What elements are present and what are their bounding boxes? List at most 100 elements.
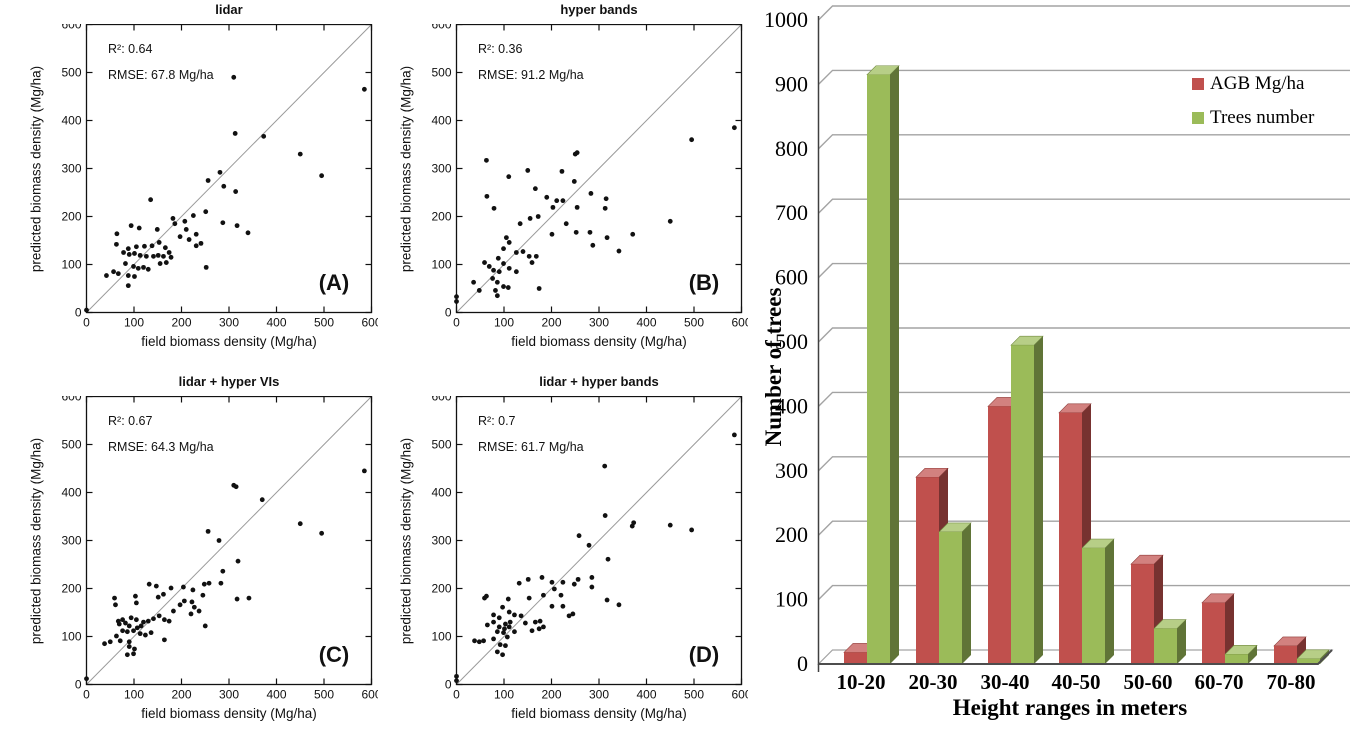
- svg-text:500: 500: [314, 688, 334, 702]
- legend-marker-trees: [1192, 112, 1204, 124]
- svg-text:400: 400: [636, 688, 656, 702]
- svg-text:0: 0: [453, 316, 460, 330]
- svg-text:200: 200: [431, 582, 451, 596]
- rmse-annotation: RMSE: 64.3 Mg/ha: [108, 440, 214, 454]
- svg-text:300: 300: [589, 688, 609, 702]
- svg-text:0: 0: [445, 306, 452, 320]
- svg-text:600: 600: [775, 265, 808, 290]
- svg-text:600: 600: [61, 24, 81, 32]
- svg-text:600: 600: [431, 24, 451, 32]
- rmse-annotation: RMSE: 61.7 Mg/ha: [478, 440, 584, 454]
- subplot-title: lidar + hyper VIs: [178, 374, 280, 389]
- svg-text:300: 300: [431, 534, 451, 548]
- svg-text:100: 100: [494, 688, 514, 702]
- svg-text:500: 500: [314, 316, 334, 330]
- subplot-title: lidar: [215, 2, 243, 17]
- svg-text:30-40: 30-40: [981, 670, 1030, 694]
- svg-text:200: 200: [171, 688, 191, 702]
- svg-text:500: 500: [775, 329, 808, 354]
- svg-text:10-20: 10-20: [837, 670, 886, 694]
- y-axis-label: predicted biomass density (Mg/ha): [28, 437, 44, 645]
- scatter-plot-area: 0 100 200 300 400 500 600 0 100 200 300 400 500 600: [431, 24, 748, 330]
- svg-text:200: 200: [541, 688, 561, 702]
- svg-text:600: 600: [431, 396, 451, 404]
- r2-annotation: R²: 0.64: [108, 42, 153, 56]
- legend-item-agb: AGB Mg/ha: [1192, 72, 1314, 96]
- y-axis-label: predicted biomass density (Mg/ha): [398, 65, 414, 273]
- svg-text:800: 800: [775, 136, 808, 161]
- x-axis-label: field biomass density (Mg/ha): [511, 706, 687, 721]
- svg-text:100: 100: [494, 316, 514, 330]
- svg-text:400: 400: [431, 486, 451, 500]
- svg-text:100: 100: [61, 630, 81, 644]
- scatter-plot-area: 0 100 200 300 400 500 600 0 100 200 300 400 500 600: [61, 396, 378, 702]
- svg-text:300: 300: [431, 162, 451, 176]
- svg-text:600: 600: [731, 688, 748, 702]
- rmse-annotation: RMSE: 91.2 Mg/ha: [478, 68, 584, 82]
- y-axis-label: predicted biomass density (Mg/ha): [398, 437, 414, 645]
- svg-text:100: 100: [775, 587, 808, 612]
- svg-text:1000: 1000: [764, 7, 808, 32]
- stats-annotation: R²: 0.64 RMSE: 67.8 Mg/ha: [108, 36, 214, 88]
- svg-text:0: 0: [83, 316, 90, 330]
- scatter-panel-b: hyper bands predicted biomass density (M…: [370, 0, 750, 366]
- panel-letter: (D): [688, 642, 720, 667]
- svg-text:400: 400: [61, 114, 81, 128]
- svg-text:500: 500: [431, 438, 451, 452]
- svg-text:900: 900: [775, 71, 808, 96]
- svg-text:300: 300: [219, 316, 239, 330]
- svg-text:200: 200: [541, 316, 561, 330]
- panel-letter: (B): [688, 270, 720, 295]
- r2-annotation: R²: 0.7: [478, 414, 516, 428]
- r2-annotation: R²: 0.67: [108, 414, 153, 428]
- svg-text:300: 300: [61, 534, 81, 548]
- stats-annotation: R²: 0.67 RMSE: 64.3 Mg/ha: [108, 408, 214, 460]
- svg-text:0: 0: [75, 306, 82, 320]
- svg-text:70-80: 70-80: [1267, 670, 1316, 694]
- svg-text:200: 200: [171, 316, 191, 330]
- svg-text:500: 500: [684, 688, 704, 702]
- svg-text:300: 300: [775, 458, 808, 483]
- svg-text:400: 400: [431, 114, 451, 128]
- svg-text:500: 500: [431, 66, 451, 80]
- svg-text:100: 100: [431, 258, 451, 272]
- svg-text:60-70: 60-70: [1195, 670, 1244, 694]
- rmse-annotation: RMSE: 67.8 Mg/ha: [108, 68, 214, 82]
- svg-text:100: 100: [61, 258, 81, 272]
- svg-text:600: 600: [361, 316, 378, 330]
- panel-letter: (C): [318, 642, 350, 667]
- bar-x-axis-label: Height ranges in meters: [952, 695, 1188, 720]
- subplot-title: lidar + hyper bands: [539, 374, 659, 389]
- bar-chart-area: 0 100 200 300 400 500 600 700 800 900 1000 10-20 20-…: [764, 5, 1350, 694]
- r2-annotation: R²: 0.36: [478, 42, 523, 56]
- svg-text:100: 100: [431, 630, 451, 644]
- svg-text:700: 700: [775, 200, 808, 225]
- scatter-panel-d: lidar + hyper bands predicted biomass de…: [370, 372, 750, 732]
- svg-text:0: 0: [75, 678, 82, 692]
- svg-text:400: 400: [61, 486, 81, 500]
- svg-text:0: 0: [453, 688, 460, 702]
- legend: AGB Mg/ha Trees number: [1192, 72, 1314, 140]
- svg-text:40-50: 40-50: [1052, 670, 1101, 694]
- svg-text:400: 400: [636, 316, 656, 330]
- svg-text:500: 500: [61, 66, 81, 80]
- svg-text:300: 300: [219, 688, 239, 702]
- svg-text:600: 600: [731, 316, 748, 330]
- bar-y-axis-label: Number of trees: [761, 287, 786, 447]
- scatter-plot-area: 0 100 200 300 400 500 600 0 100 200 300 400 500 600: [61, 24, 378, 330]
- svg-text:0: 0: [797, 651, 808, 676]
- x-axis-label: field biomass density (Mg/ha): [141, 706, 317, 721]
- svg-text:200: 200: [61, 210, 81, 224]
- x-axis-label: field biomass density (Mg/ha): [141, 334, 317, 349]
- svg-text:20-30: 20-30: [909, 670, 958, 694]
- svg-text:0: 0: [445, 678, 452, 692]
- svg-text:400: 400: [266, 688, 286, 702]
- svg-text:200: 200: [775, 522, 808, 547]
- subplot-title: hyper bands: [560, 2, 638, 17]
- panel-letter: (A): [318, 270, 350, 295]
- y-axis-label: predicted biomass density (Mg/ha): [28, 65, 44, 273]
- legend-item-trees: Trees number: [1192, 106, 1314, 130]
- legend-marker-agb: [1192, 78, 1204, 90]
- svg-text:500: 500: [61, 438, 81, 452]
